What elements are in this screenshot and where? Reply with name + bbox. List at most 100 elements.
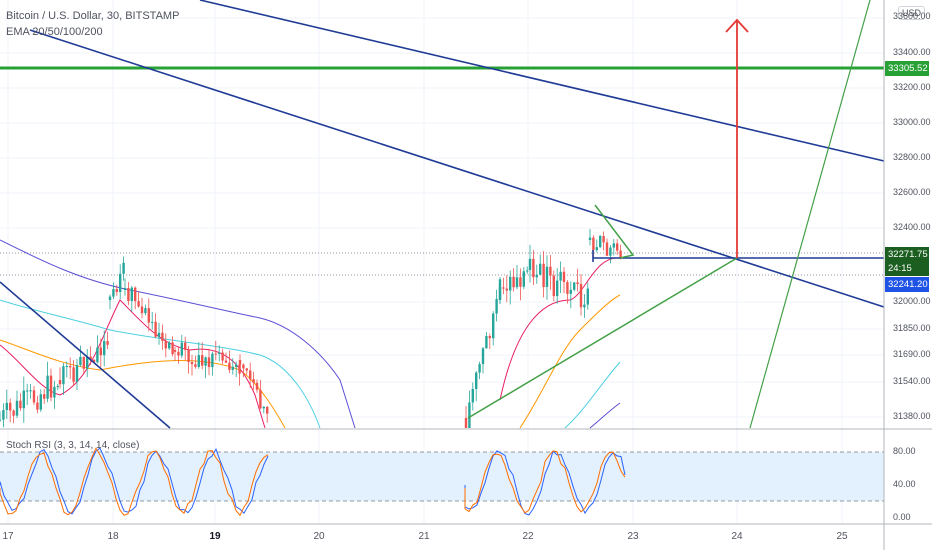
candle-body [221,352,224,361]
candle-body [130,287,133,301]
candle-body [184,342,187,350]
candle-body [122,262,125,274]
time-tick: 17 [2,531,14,542]
candle-body [75,365,79,382]
stoch-tick: 0.00 [893,512,911,522]
candle-body [218,352,221,354]
candle-body [242,364,245,369]
candle-body [151,321,154,323]
candle-body [539,263,542,275]
candle-body [154,321,157,337]
ema-lines [0,239,621,429]
currency-button[interactable]: USD [898,6,926,20]
candle-body [106,341,109,345]
candle-body [72,367,75,382]
stoch-tick: 80.00 [893,446,916,456]
time-tick: 22 [522,531,534,542]
candle-body [605,242,609,256]
candle-body [123,288,127,290]
candle-body [46,375,49,399]
candle-body [522,271,525,287]
candle-body [197,355,200,367]
candle-body [187,349,190,363]
candle-body [259,389,262,409]
candle-body [9,402,12,411]
candle-body [115,289,118,293]
candle-body [556,280,559,297]
candle-body [266,406,269,414]
candle-body [468,402,471,428]
candle-body [12,410,15,416]
ema-50-line [0,339,286,429]
time-tick: 24 [731,531,743,542]
candle-body [147,308,150,323]
candle-body [137,301,140,307]
stoch-rsi-legend[interactable]: Stoch RSI (3, 3, 14, 14, close) [6,440,140,451]
price-tick: 33200.00 [893,82,931,92]
candle-body [108,296,112,300]
candle-body [252,379,255,383]
candle-body [488,336,491,339]
trend-line-middle [29,29,885,308]
symbol-legend[interactable]: Bitcoin / U.S. Dollar, 30, BITSTAMP [6,10,180,22]
candle-body [235,364,238,367]
time-tick: 23 [627,531,639,542]
candle-body [495,298,498,314]
triangle-pattern [594,204,635,259]
candle-body [92,359,96,363]
resistance-price-badge: 33305.52 [885,61,929,76]
candle-body [502,287,505,289]
ema-200-line [0,239,356,429]
stoch-tick: 40.00 [893,479,916,489]
candle-body [29,390,32,392]
price-tick: 32600.00 [893,187,931,197]
candle-body [542,263,545,287]
time-tick: 19 [209,531,221,542]
price-tick: 31850.00 [893,323,931,333]
candle-body [144,308,147,314]
ema-200-right [589,402,621,429]
candle-body [595,247,598,251]
candle-body [528,258,532,270]
candle-body [173,350,177,352]
candle-body [19,400,22,409]
candle-body [498,287,502,300]
candle-body [39,394,42,410]
candle-body [526,270,529,272]
candle-body [58,380,62,385]
candle-body [22,390,25,409]
candle-body [161,332,164,341]
candle-body [576,282,579,285]
candle-body [231,366,234,370]
candle-body [62,366,65,385]
candle-body [586,288,589,305]
candle-body [481,348,485,365]
candle-body [69,366,72,368]
price-tick: 33400.00 [893,47,931,57]
candle-body [190,362,194,365]
price-tick: 32000.00 [893,296,931,306]
candle-body [224,360,228,363]
ema-legend[interactable]: EMA 20/50/100/200 [6,26,103,38]
ema-50-right [519,294,621,429]
candle-body [53,386,56,398]
candle-body [245,368,248,371]
candle-body [164,340,167,349]
ema-100-right [564,361,621,429]
candle-body [228,362,231,370]
price-tick: 31380.00 [893,411,931,421]
candle-body [616,243,619,251]
candle-body [612,243,615,248]
stoch-k-line [0,447,626,516]
current-price-badge: 32241.20 [885,277,929,292]
target-arrow-head [725,18,749,33]
candle-body [112,289,115,297]
candle-body [478,364,481,373]
candle-body [512,276,515,288]
candle-body [127,288,130,301]
candle-body [609,247,612,256]
candle-body [36,402,39,410]
candle-body [214,353,217,355]
candle-body [619,250,622,259]
